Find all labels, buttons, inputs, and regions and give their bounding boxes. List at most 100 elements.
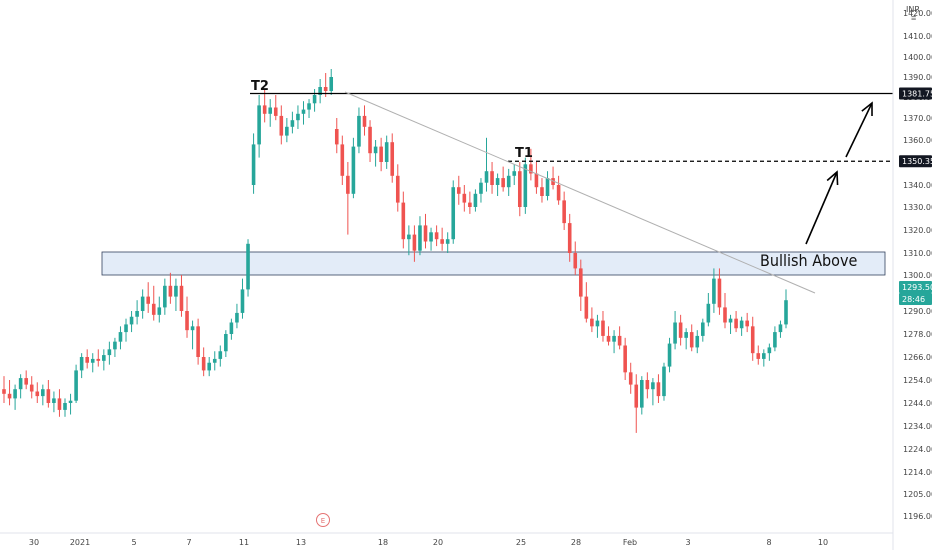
candle-body[interactable] — [85, 357, 89, 363]
candle-body[interactable] — [595, 320, 600, 327]
candle-body[interactable] — [556, 185, 561, 201]
candle-body[interactable] — [706, 303, 711, 323]
candle-body[interactable] — [667, 343, 672, 367]
candle-body[interactable] — [401, 202, 406, 240]
candle-body[interactable] — [151, 303, 156, 315]
candle-body[interactable] — [773, 332, 777, 348]
candle-body[interactable] — [490, 171, 494, 185]
candle-body[interactable] — [240, 289, 245, 313]
candle-body[interactable] — [107, 349, 112, 356]
candle-body[interactable] — [290, 120, 295, 127]
candle-body[interactable] — [257, 105, 261, 145]
candle-body[interactable] — [118, 332, 123, 342]
event-marker[interactable]: E — [316, 513, 330, 527]
candle-body[interactable] — [2, 389, 6, 394]
candle-body[interactable] — [673, 322, 677, 344]
candle-body[interactable] — [723, 307, 727, 323]
candle-body[interactable] — [567, 223, 572, 253]
candle-body[interactable] — [445, 239, 450, 244]
candle-body[interactable] — [501, 178, 505, 188]
candle-body[interactable] — [135, 311, 139, 317]
arrow-to-t1[interactable] — [805, 170, 839, 245]
candle-body[interactable] — [102, 355, 106, 361]
candle-body[interactable] — [506, 175, 511, 188]
candle-body[interactable] — [140, 296, 145, 311]
candle-body[interactable] — [634, 384, 639, 408]
candle-body[interactable] — [468, 202, 472, 207]
candle-body[interactable] — [412, 234, 417, 251]
candle-body[interactable] — [301, 109, 306, 114]
candle-body[interactable] — [329, 77, 334, 91]
candle-body[interactable] — [296, 113, 300, 121]
candle-body[interactable] — [201, 357, 206, 371]
candle-body[interactable] — [584, 296, 589, 319]
candle-body[interactable] — [35, 391, 40, 397]
candle-body[interactable] — [46, 389, 51, 403]
candle-body[interactable] — [52, 398, 56, 403]
candle-body[interactable] — [224, 334, 228, 352]
candle-body[interactable] — [734, 318, 738, 329]
candle-body[interactable] — [484, 171, 489, 183]
candle-body[interactable] — [285, 126, 289, 136]
candle-body[interactable] — [7, 393, 12, 399]
candle-body[interactable] — [196, 326, 200, 357]
candle-body[interactable] — [495, 178, 500, 185]
candle-body[interactable] — [24, 378, 28, 385]
candle-body[interactable] — [739, 320, 744, 329]
candle-body[interactable] — [268, 107, 273, 114]
candle-body[interactable] — [517, 171, 522, 207]
candle-body[interactable] — [429, 232, 433, 242]
candle-body[interactable] — [384, 142, 389, 162]
candle-body[interactable] — [456, 187, 461, 194]
candle-body[interactable] — [684, 332, 688, 338]
candle-body[interactable] — [279, 115, 284, 136]
candle-body[interactable] — [606, 335, 611, 342]
candle-body[interactable] — [346, 175, 350, 194]
candle-body[interactable] — [590, 318, 594, 327]
candle-body[interactable] — [756, 353, 761, 359]
candle-body[interactable] — [251, 144, 256, 185]
scale-settings-icon[interactable]: ≡ — [911, 13, 916, 23]
candle-body[interactable] — [623, 345, 627, 373]
candle-body[interactable] — [540, 187, 544, 196]
candle-body[interactable] — [90, 358, 95, 363]
candle-body[interactable] — [57, 398, 62, 410]
candle-body[interactable] — [645, 380, 650, 390]
candle-body[interactable] — [695, 335, 700, 348]
candle-body[interactable] — [418, 225, 422, 251]
candle-body[interactable] — [41, 389, 45, 397]
candle-body[interactable] — [767, 347, 772, 354]
candle-body[interactable] — [190, 326, 195, 331]
candle-body[interactable] — [573, 253, 578, 269]
candle-body[interactable] — [312, 95, 317, 104]
candle-body[interactable] — [307, 103, 311, 110]
candle-body[interactable] — [523, 164, 528, 207]
candle-body[interactable] — [124, 324, 128, 333]
candle-body[interactable] — [113, 341, 117, 350]
candle-body[interactable] — [63, 403, 67, 410]
candle-body[interactable] — [662, 366, 666, 397]
candle-body[interactable] — [689, 332, 694, 348]
candle-body[interactable] — [129, 316, 134, 325]
candle-body[interactable] — [168, 285, 173, 297]
candle-body[interactable] — [728, 318, 733, 323]
candle-body[interactable] — [235, 312, 239, 323]
candle-body[interactable] — [778, 324, 783, 333]
candle-body[interactable] — [651, 382, 655, 390]
candle-body[interactable] — [262, 105, 267, 114]
candle-body[interactable] — [246, 243, 250, 290]
candle-body[interactable] — [373, 146, 378, 154]
candle-body[interactable] — [578, 268, 583, 297]
candle-body[interactable] — [362, 115, 367, 127]
candle-body[interactable] — [29, 384, 34, 392]
candle-body[interactable] — [74, 370, 78, 401]
candle-body[interactable] — [68, 400, 73, 403]
candle-body[interactable] — [146, 296, 150, 304]
candle-body[interactable] — [434, 232, 439, 240]
resistance-zone[interactable] — [101, 251, 886, 276]
candle-body[interactable] — [207, 362, 212, 371]
candle-body[interactable] — [395, 175, 400, 203]
candle-body[interactable] — [79, 357, 84, 371]
candle-body[interactable] — [701, 322, 705, 336]
